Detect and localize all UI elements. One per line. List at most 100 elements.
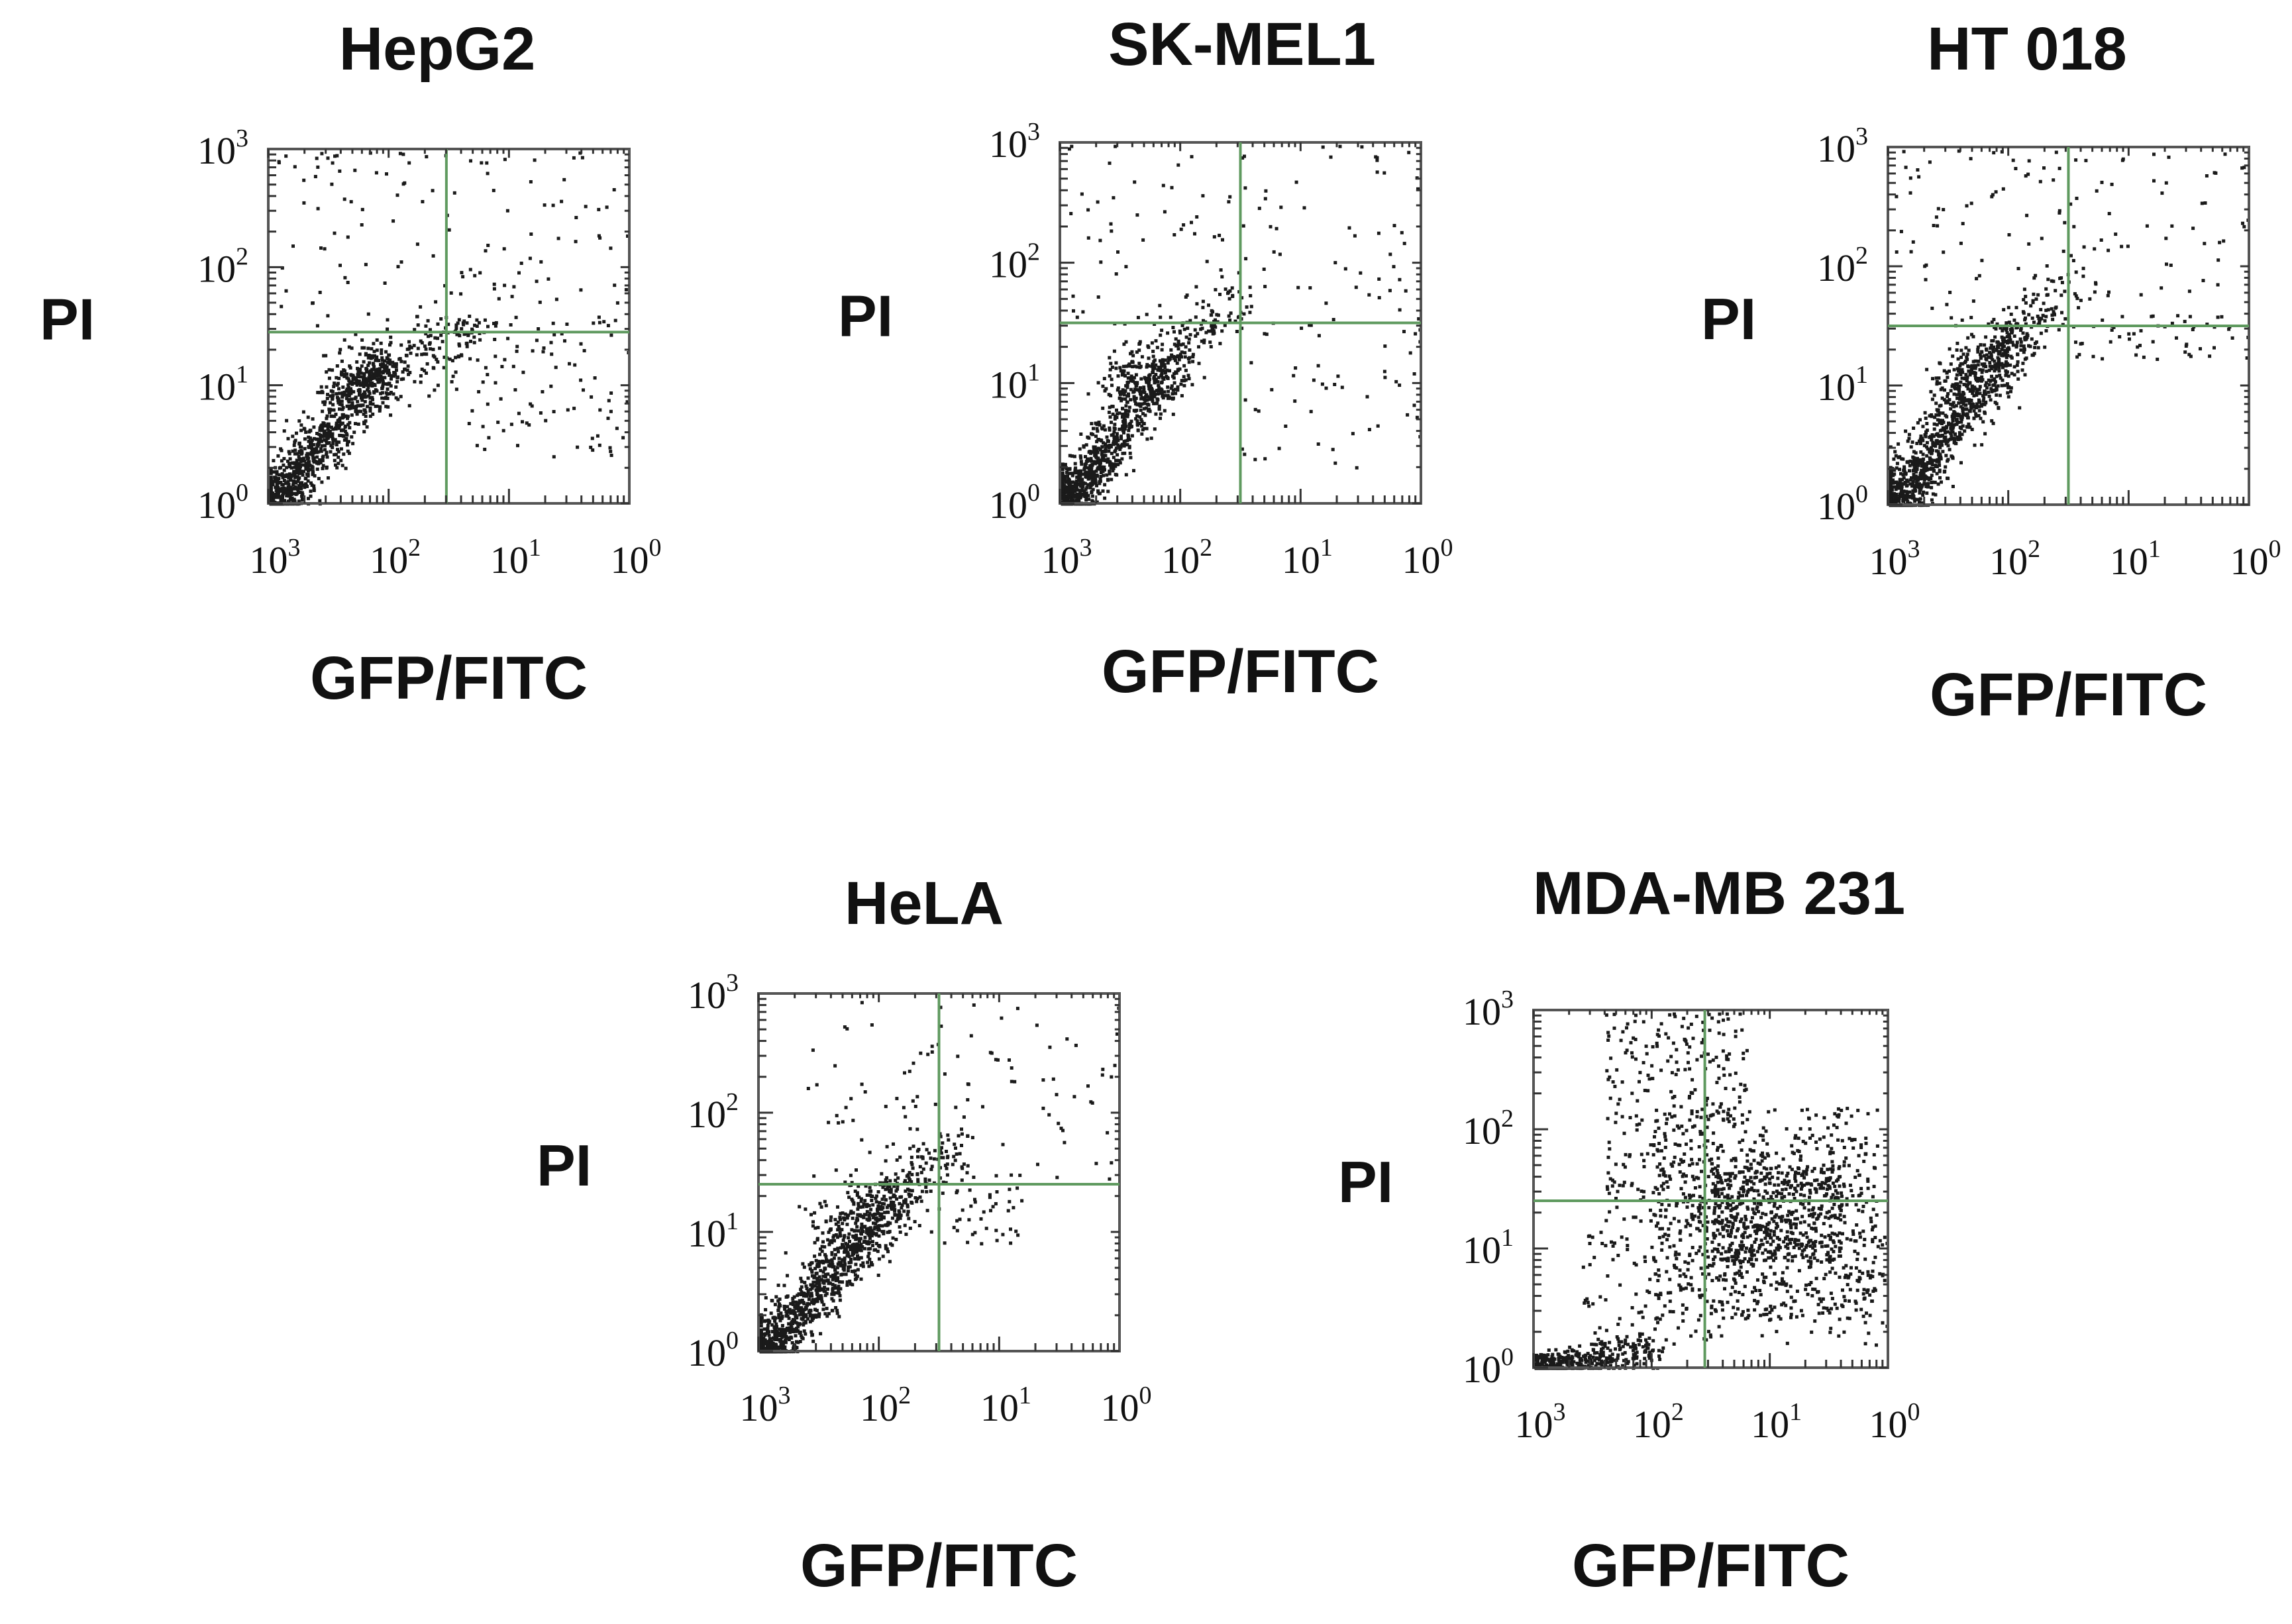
data-point	[2075, 297, 2079, 301]
data-point	[2005, 370, 2009, 374]
data-point	[1906, 439, 1910, 443]
data-point	[1921, 460, 1925, 464]
data-point	[1967, 365, 1971, 369]
y-tick-label: 103	[989, 118, 1040, 166]
data-point	[1951, 430, 1955, 434]
data-point	[362, 376, 366, 380]
data-point	[301, 410, 305, 414]
data-point	[291, 244, 295, 248]
data-point	[1970, 364, 1974, 368]
data-point	[1908, 495, 1912, 499]
data-point	[1170, 185, 1174, 189]
data-point	[1388, 289, 1392, 293]
data-point	[2001, 352, 2005, 356]
data-point	[762, 1327, 766, 1331]
y-tick-label: 102	[197, 242, 248, 290]
data-point	[893, 1209, 896, 1213]
data-point	[552, 455, 556, 459]
data-point	[429, 328, 432, 332]
data-point	[1898, 483, 1902, 487]
data-point	[2052, 279, 2056, 283]
data-point	[459, 292, 463, 296]
data-point	[1257, 409, 1261, 413]
data-point	[1061, 462, 1065, 466]
data-point	[335, 423, 339, 427]
data-point	[293, 165, 297, 169]
data-points	[1061, 144, 1422, 506]
data-point	[469, 159, 472, 163]
data-point	[1122, 342, 1126, 346]
x-tick-label: 101	[2110, 535, 2161, 583]
data-point	[2027, 242, 2031, 246]
data-point	[1918, 489, 1922, 493]
data-point	[870, 1244, 874, 1248]
data-point	[1930, 307, 1934, 310]
data-point	[1968, 389, 1972, 393]
data-point	[1071, 480, 1075, 484]
data-point	[375, 348, 379, 352]
data-point	[2073, 292, 2077, 296]
data-point	[1061, 489, 1065, 493]
data-point	[1969, 403, 1973, 407]
data-point	[358, 352, 362, 356]
data-point	[424, 324, 428, 328]
data-point	[1108, 161, 1112, 165]
data-point	[1946, 395, 1950, 399]
data-point	[405, 354, 409, 358]
data-point	[320, 423, 324, 427]
data-point	[1108, 470, 1112, 473]
data-point	[312, 425, 316, 429]
data-point	[2200, 201, 2204, 205]
data-point	[364, 411, 368, 414]
data-point	[2002, 308, 2006, 312]
data-point	[1190, 221, 1193, 225]
data-point	[529, 232, 533, 236]
data-point	[1975, 406, 1978, 409]
data-point	[2038, 321, 2042, 325]
data-point	[602, 320, 606, 324]
data-point	[1967, 401, 1971, 405]
data-points	[1889, 149, 2250, 507]
data-point	[1173, 358, 1177, 362]
data-point	[419, 380, 423, 384]
data-point	[1145, 379, 1148, 383]
data-point	[477, 321, 481, 325]
data-point	[350, 401, 354, 405]
data-point	[1987, 355, 1991, 359]
data-point	[293, 448, 297, 452]
data-point	[1187, 360, 1191, 364]
data-point	[1090, 494, 1094, 498]
data-point	[1195, 215, 1199, 219]
data-point	[1980, 376, 1984, 380]
data-point	[541, 390, 545, 393]
data-point	[1263, 457, 1267, 461]
data-point	[1211, 310, 1215, 314]
data-point	[475, 318, 479, 322]
data-point	[1140, 402, 1144, 406]
data-point	[1118, 390, 1121, 394]
data-point	[1078, 447, 1082, 451]
data-point	[399, 395, 403, 399]
data-point	[1988, 350, 1991, 354]
data-point	[1122, 431, 1125, 434]
data-point	[2057, 328, 2061, 332]
data-point	[1995, 385, 1999, 389]
data-point	[845, 1280, 849, 1284]
data-point	[1153, 427, 1157, 431]
data-point	[424, 347, 428, 351]
data-point	[492, 282, 496, 286]
data-point	[364, 370, 368, 374]
data-point	[1202, 340, 1206, 344]
data-point	[362, 430, 366, 434]
data-point	[1149, 385, 1153, 389]
data-point	[1955, 417, 1959, 421]
data-point	[549, 384, 553, 388]
data-point	[323, 400, 327, 404]
data-point	[1995, 348, 1999, 352]
data-point	[837, 1288, 841, 1292]
data-point	[1070, 454, 1074, 458]
data-point	[888, 1221, 892, 1225]
data-point	[467, 422, 471, 425]
data-point	[1095, 423, 1099, 427]
data-point	[2015, 364, 2019, 367]
